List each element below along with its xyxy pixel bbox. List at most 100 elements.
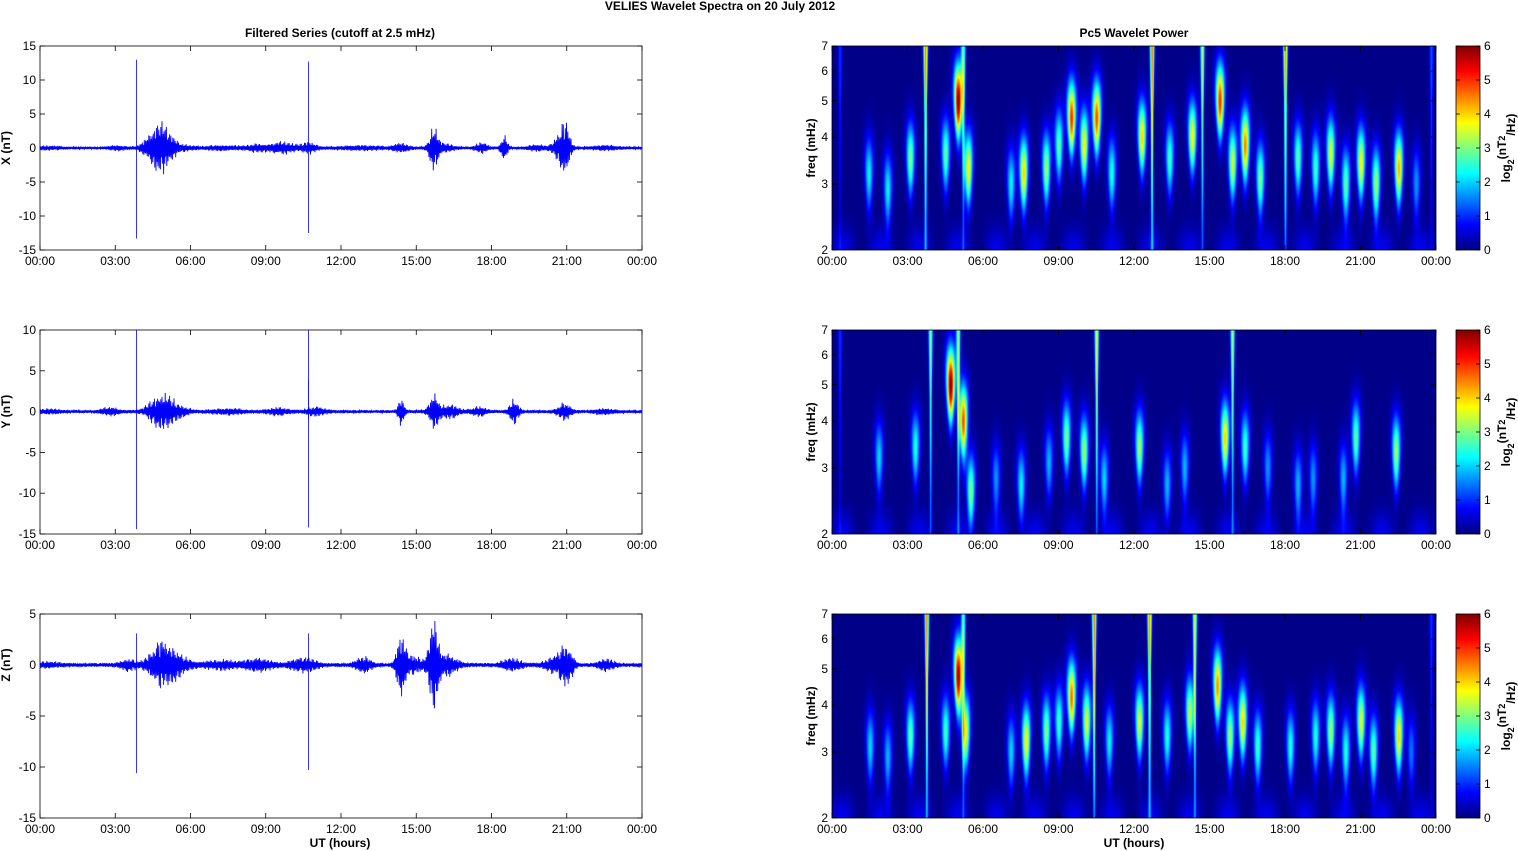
x-tick-label: 18:00 [476, 254, 506, 268]
y-tick-label: 3 [821, 461, 828, 475]
colorbar-tick-label: 1 [1484, 493, 1491, 507]
y-tick-label: -10 [19, 486, 37, 500]
x-tick-label: 21:00 [552, 254, 582, 268]
x-tick-label: 18:00 [1270, 538, 1300, 552]
x-tick-label: 06:00 [175, 538, 205, 552]
wavelet-panel-X: 2 3 4 5 6 7 00:00 03:00 06:00 09:00 12:00 15:00 18:0… [804, 39, 1518, 268]
x-tick-label: 15:00 [1194, 538, 1224, 552]
y-axis-label: freq (mHz) [804, 402, 818, 461]
colorbar-label: log2(nT2/Hz) [1495, 682, 1518, 751]
x-tick-label: 15:00 [401, 822, 431, 836]
y-tick-label: 5 [29, 364, 36, 378]
y-axis-label: Y (nT) [0, 395, 13, 429]
colorbar-tick-label: 0 [1484, 811, 1491, 825]
colorbar-label-part: log [1499, 164, 1513, 182]
x-tick-label: 12:00 [1119, 538, 1149, 552]
plot-frame [39, 329, 643, 535]
x-tick-label: 03:00 [100, 538, 130, 552]
x-tick-label: 09:00 [1043, 254, 1073, 268]
x-tick-label: 03:00 [892, 254, 922, 268]
x-tick-label: 21:00 [1345, 538, 1375, 552]
x-tick-label: 00:00 [25, 538, 55, 552]
colorbar-tick-label: 3 [1484, 709, 1491, 723]
colorbar-tick-label: 4 [1484, 391, 1491, 405]
colorbar-tick-label: 2 [1484, 459, 1491, 473]
y-tick-label: 0 [29, 658, 36, 672]
wavelet-power-image [832, 614, 1436, 818]
y-tick-label: 0 [29, 141, 36, 155]
right-xlabel: UT (hours) [1104, 836, 1165, 850]
y-tick-label: 10 [23, 323, 37, 337]
signal-trace [39, 392, 643, 429]
x-tick-label: 00:00 [1421, 254, 1451, 268]
x-tick-label: 18:00 [1270, 254, 1300, 268]
colorbar-tick-label: 6 [1484, 323, 1491, 337]
colorbar-tick-label: 0 [1484, 527, 1491, 541]
x-tick-label: 00:00 [627, 254, 657, 268]
x-tick-label: 00:00 [627, 538, 657, 552]
y-axis-label: Z (nT) [0, 648, 13, 681]
y-tick-label: 4 [821, 414, 828, 428]
x-tick-label: 00:00 [1421, 822, 1451, 836]
x-tick-label: 06:00 [175, 254, 205, 268]
x-tick-label: 15:00 [401, 538, 431, 552]
x-tick-label: 15:00 [1194, 822, 1224, 836]
y-tick-label: 4 [821, 698, 828, 712]
y-tick-label: -5 [25, 445, 36, 459]
colorbar-tick-label: 5 [1484, 357, 1491, 371]
colorbar-tick-label: 1 [1484, 777, 1491, 791]
wavelet-power-raster [832, 330, 1436, 534]
colorbar-label-part: 2 [1506, 443, 1516, 448]
x-tick-label: 15:00 [1194, 254, 1224, 268]
colorbar-tick-label: 5 [1484, 73, 1491, 87]
colorbar-label-part: 2 [1497, 420, 1507, 425]
colorbar-label-part: 2 [1506, 159, 1516, 164]
y-axis-label: freq (mHz) [804, 686, 818, 745]
left-xlabel: UT (hours) [310, 836, 371, 850]
x-tick-label: 06:00 [968, 538, 998, 552]
colorbar-label-part: 2 [1497, 704, 1507, 709]
y-tick-label: 5 [821, 94, 828, 108]
x-tick-label: 03:00 [892, 822, 922, 836]
x-tick-label: 09:00 [251, 254, 281, 268]
x-tick-label: 09:00 [251, 538, 281, 552]
x-tick-label: 12:00 [1119, 254, 1149, 268]
colorbar-tick-label: 4 [1484, 107, 1491, 121]
colorbar-label-part: (nT [1495, 140, 1509, 159]
colorbar-label: log2(nT2/Hz) [1495, 398, 1518, 467]
colorbar-tick-label: 1 [1484, 209, 1491, 223]
y-tick-label: 15 [23, 39, 37, 53]
x-tick-label: 18:00 [1270, 822, 1300, 836]
y-tick-label: 5 [29, 607, 36, 621]
x-tick-label: 21:00 [1345, 254, 1375, 268]
x-tick-label: 00:00 [817, 822, 847, 836]
y-tick-label: 3 [821, 177, 828, 191]
x-tick-label: 03:00 [100, 254, 130, 268]
colorbar-tick-label: 2 [1484, 743, 1491, 757]
y-tick-label: 4 [821, 130, 828, 144]
signal-trace [39, 620, 643, 709]
wavelet-panel-Y: 2 3 4 5 6 7 00:00 03:00 06:00 09:00 12:00 15:00 18:0… [804, 323, 1518, 552]
wavelet-panel-Z: 2 3 4 5 6 7 00:00 03:00 06:00 09:00 12:00 15:00 18:0… [804, 607, 1518, 836]
plot-frame [39, 613, 643, 819]
y-tick-label: 6 [821, 64, 828, 78]
y-tick-label: -5 [25, 709, 36, 723]
y-tick-label: 7 [821, 39, 828, 53]
colorbar-label-part: 2 [1506, 727, 1516, 732]
y-tick-label: -15 [19, 527, 37, 541]
y-tick-label: 5 [821, 378, 828, 392]
x-tick-label: 18:00 [476, 822, 506, 836]
colorbar-label-part: /Hz) [1504, 114, 1518, 136]
x-tick-label: 15:00 [401, 254, 431, 268]
colorbar-label-part: (nT [1495, 424, 1509, 443]
x-tick-label: 09:00 [1043, 822, 1073, 836]
right-column-title: Pc5 Wavelet Power [1080, 26, 1189, 40]
y-tick-label: 5 [821, 662, 828, 676]
x-tick-label: 21:00 [552, 538, 582, 552]
y-axis-label: X (nT) [0, 131, 13, 165]
colorbar-tick-label: 4 [1484, 675, 1491, 689]
y-tick-label: 7 [821, 323, 828, 337]
x-tick-label: 03:00 [100, 822, 130, 836]
x-tick-label: 00:00 [25, 822, 55, 836]
